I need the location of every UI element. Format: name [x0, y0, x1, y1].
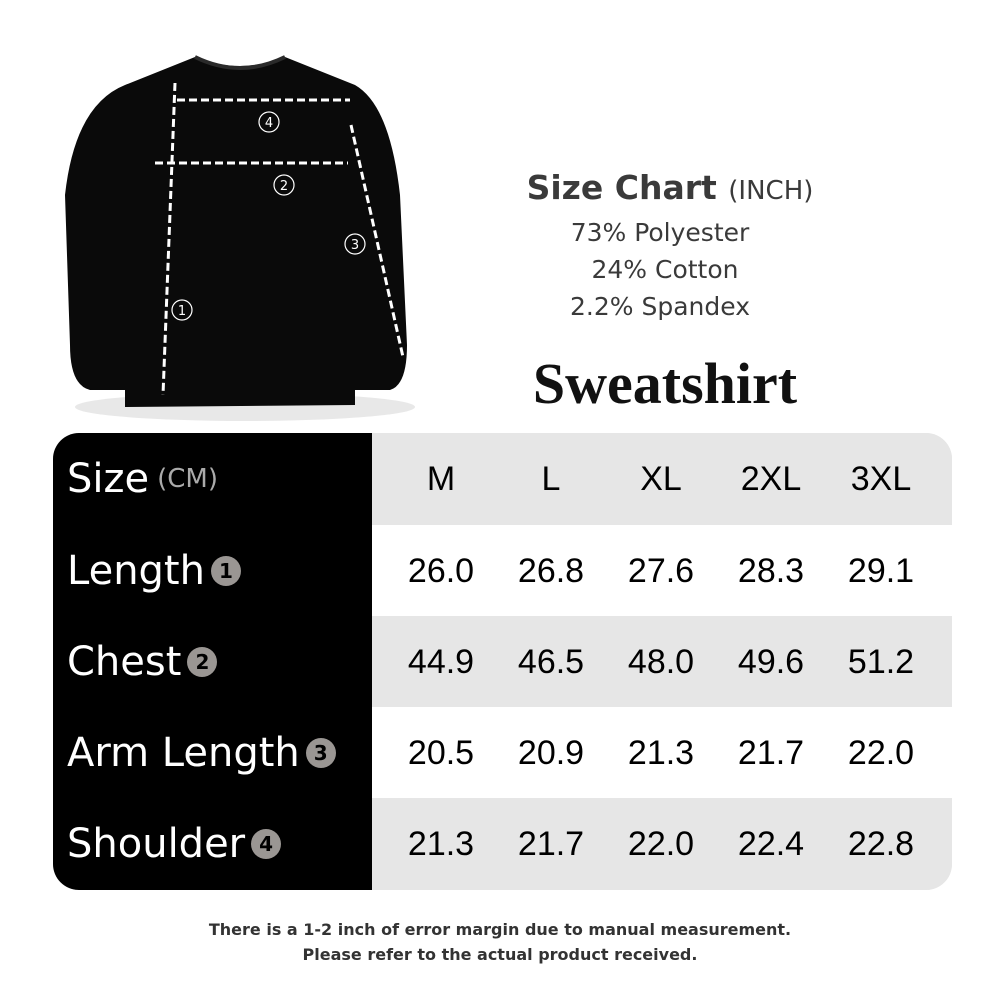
row-label: Shoulder 4 — [53, 798, 372, 890]
table-cell: 22.4 — [737, 824, 805, 863]
size-table: Size (CM) M L XL 2XL 3XL Length 1 26.0 26.8 2… — [53, 433, 952, 890]
table-cell: 29.1 — [847, 551, 915, 590]
material-3: 2.2% Spandex — [570, 292, 750, 321]
table-cell: 20.5 — [407, 733, 475, 772]
table-cell: 27.6 — [627, 551, 695, 590]
row-label-text: Shoulder — [67, 821, 246, 867]
title-unit: (INCH) — [728, 176, 814, 206]
table-cell: 21.3 — [627, 733, 695, 772]
size-label: Size — [67, 456, 150, 502]
column-header: L — [541, 459, 561, 498]
table-cell: 46.5 — [517, 642, 585, 681]
marker-badge: 3 — [305, 738, 336, 768]
marker-badge: 1 — [210, 556, 241, 586]
corner-label: Size (CM) — [53, 433, 372, 525]
material-1: 73% Polyester — [570, 218, 750, 247]
product-name: Sweatshirt — [532, 351, 798, 416]
unit-label: (CM) — [157, 464, 218, 494]
material-2: 24% Cotton — [591, 255, 739, 284]
disclaimer-line-1: There is a 1-2 inch of error margin due … — [208, 920, 792, 939]
sweatshirt-diagram: 4 2 3 1 — [65, 55, 415, 421]
table-cell: 48.0 — [627, 642, 695, 681]
row-label-text: Length — [67, 548, 205, 594]
table-header-row: Size (CM) M L XL 2XL 3XL — [53, 433, 952, 525]
marker-3: 3 — [351, 238, 359, 253]
row-label: Length 1 — [53, 525, 372, 617]
row-label-text: Arm Length — [67, 730, 300, 776]
column-header: 2XL — [740, 459, 802, 498]
table-cell: 20.9 — [517, 733, 585, 772]
table-cell: 21.7 — [737, 733, 805, 772]
row-label-text: Chest — [67, 639, 182, 685]
disclaimer: There is a 1-2 inch of error margin due … — [0, 917, 1000, 967]
column-header: XL — [640, 459, 682, 498]
table-cell: 51.2 — [847, 642, 915, 681]
marker-4: 4 — [265, 116, 273, 131]
table-row: Arm Length 3 20.5 20.9 21.3 21.7 22.0 — [53, 707, 952, 799]
disclaimer-line-2: Please refer to the actual product recei… — [302, 945, 698, 964]
table-cell: 26.0 — [407, 551, 475, 590]
marker-badge: 4 — [251, 829, 282, 859]
row-label: Arm Length 3 — [53, 707, 372, 799]
table-cell: 22.0 — [847, 733, 915, 772]
table-cell: 22.8 — [847, 824, 915, 863]
table-cell: 26.8 — [517, 551, 585, 590]
table-cell: 44.9 — [407, 642, 475, 681]
table-cell: 28.3 — [737, 551, 805, 590]
table-row: Length 1 26.0 26.8 27.6 28.3 29.1 — [53, 525, 952, 617]
marker-badge: 2 — [187, 647, 218, 677]
column-header: M — [426, 459, 456, 498]
marker-2: 2 — [280, 179, 288, 194]
table-cell: 49.6 — [737, 642, 805, 681]
table-row: Chest 2 44.9 46.5 48.0 49.6 51.2 — [53, 616, 952, 708]
table-cell: 21.3 — [407, 824, 475, 863]
size-chart-title: Size Chart (INCH) — [480, 168, 860, 207]
table-cell: 22.0 — [627, 824, 695, 863]
title-text: Size Chart — [526, 168, 717, 207]
table-row: Shoulder 4 21.3 21.7 22.0 22.4 22.8 — [53, 798, 952, 890]
column-header: 3XL — [850, 459, 912, 498]
row-label: Chest 2 — [53, 616, 372, 708]
table-cell: 21.7 — [517, 824, 585, 863]
marker-1: 1 — [178, 304, 186, 319]
